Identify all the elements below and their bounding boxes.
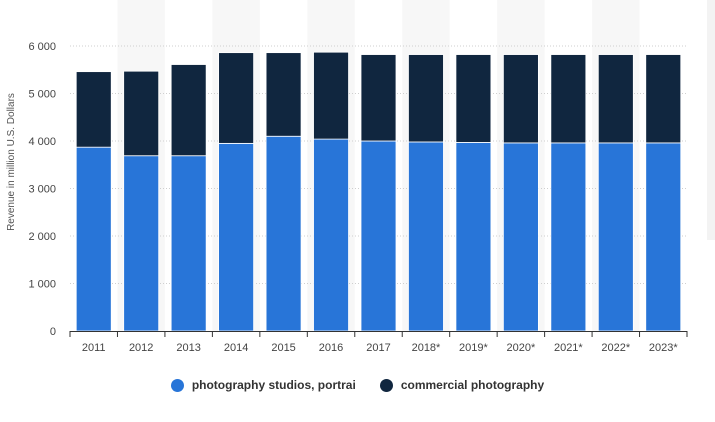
x-tick-label: 2013 <box>176 342 200 354</box>
bar-commercial[interactable] <box>218 52 255 144</box>
x-tick-label: 2019* <box>459 342 488 354</box>
y-tick-label: 4 000 <box>28 136 56 148</box>
legend-label-studios: photography studios, portrai <box>191 378 356 392</box>
legend-item-studios[interactable]: photography studios, portrai <box>170 378 356 392</box>
bar-commercial[interactable] <box>502 54 539 144</box>
bars <box>75 51 682 332</box>
bar-commercial[interactable] <box>75 71 112 148</box>
bar-studios[interactable] <box>170 155 207 332</box>
legend-marker-commercial <box>379 378 393 392</box>
y-tick-label: 5 000 <box>28 89 56 101</box>
x-tick-label: 2015 <box>271 342 295 354</box>
x-tick-label: 2012 <box>129 342 153 354</box>
bar-commercial[interactable] <box>313 51 349 140</box>
bar-studios[interactable] <box>408 141 444 332</box>
bar-commercial[interactable] <box>550 54 587 144</box>
legend-item-commercial[interactable]: commercial photography <box>379 378 545 392</box>
bar-studios[interactable] <box>455 142 492 332</box>
bar-studios[interactable] <box>502 142 539 332</box>
x-tick-label: 2011 <box>82 342 106 354</box>
bar-studios[interactable] <box>75 146 112 332</box>
bar-commercial[interactable] <box>170 64 207 157</box>
bar-commercial[interactable] <box>455 54 492 143</box>
x-tick-label: 2022* <box>601 342 630 354</box>
x-tick-label: 2016 <box>319 342 343 354</box>
x-tick-label: 2018* <box>412 342 441 354</box>
bar-commercial[interactable] <box>360 54 397 142</box>
bar-studios[interactable] <box>218 142 255 332</box>
legend-marker-studios <box>170 378 184 392</box>
x-tick-label: 2021* <box>554 342 583 354</box>
x-tick-label: 2020* <box>507 342 536 354</box>
x-tick-label: 2023* <box>649 342 678 354</box>
bar-commercial[interactable] <box>597 54 634 144</box>
x-tick-label: 2017 <box>366 342 390 354</box>
bar-commercial[interactable] <box>123 70 160 157</box>
x-tick-labels: 2011 2012 2013 2014 2015 2016 2017 2018* 2019* 20… <box>82 342 678 354</box>
y-tick-label: 0 <box>50 326 56 338</box>
bar-studios[interactable] <box>123 155 160 332</box>
bar-studios[interactable] <box>597 142 634 332</box>
bar-commercial[interactable] <box>265 52 302 137</box>
x-tick-label: 2014 <box>224 342 248 354</box>
bar-commercial[interactable] <box>408 54 444 143</box>
legend-label-commercial: commercial photography <box>400 378 545 392</box>
axes <box>69 331 688 337</box>
y-tick-label: 1 000 <box>28 279 56 291</box>
side-panel-edge <box>707 0 715 240</box>
bar-studios[interactable] <box>360 140 397 332</box>
bar-studios[interactable] <box>645 142 682 332</box>
bar-studios[interactable] <box>550 142 587 332</box>
legend: photography studios, portrai commercial … <box>0 378 715 392</box>
bar-studios[interactable] <box>313 138 349 332</box>
y-tick-labels: 0 1 000 2 000 3 000 4 000 5 000 6 000 <box>28 41 56 338</box>
y-tick-label: 3 000 <box>28 184 56 196</box>
y-tick-label: 6 000 <box>28 41 56 53</box>
bar-commercial[interactable] <box>645 54 682 144</box>
y-tick-label: 2 000 <box>28 231 56 243</box>
y-axis-label: Revenue in million U.S. Dollars <box>6 93 17 231</box>
bar-studios[interactable] <box>265 135 302 332</box>
